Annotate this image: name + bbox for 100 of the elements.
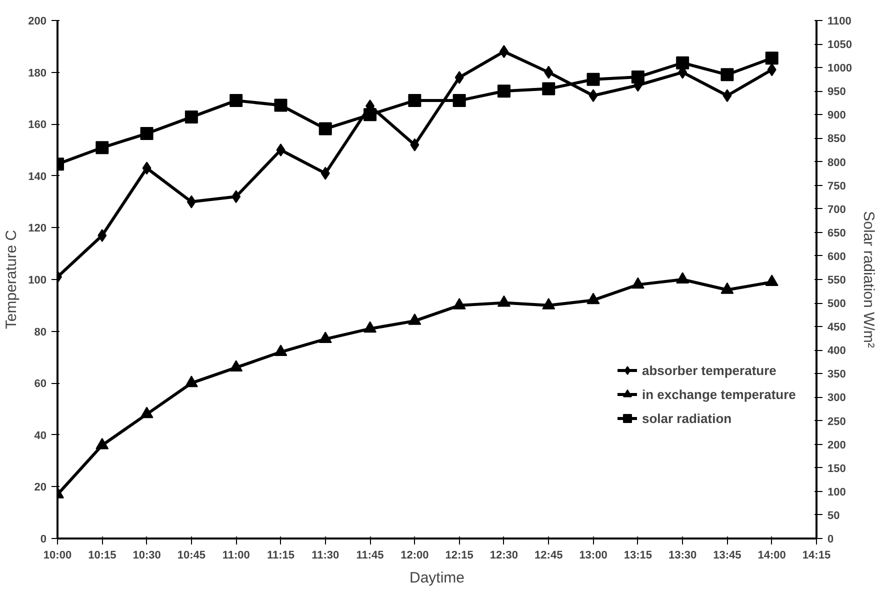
point [452, 298, 466, 310]
point [767, 63, 776, 76]
legend-label: solar radiation [642, 410, 732, 426]
x-tick-label: 14:00 [758, 550, 786, 562]
point [722, 89, 732, 102]
x-tick-label: 10:15 [88, 550, 116, 562]
y-axis-title: Temperature C [3, 230, 20, 330]
x-tick-label: 13:00 [579, 550, 608, 562]
x-tick-label: 12:15 [445, 550, 474, 562]
point [720, 68, 734, 82]
y2-tick-label: 1000 [828, 62, 852, 75]
point [499, 45, 508, 58]
point [410, 138, 420, 152]
y2-tick-label: 600 [828, 250, 846, 263]
x-tick-label: 11:15 [266, 550, 295, 562]
point [364, 108, 377, 122]
y2-tick-label: 1050 [828, 39, 852, 52]
point [452, 94, 466, 108]
point [408, 94, 422, 108]
x-tick-label: 13:15 [624, 550, 652, 562]
point [765, 52, 778, 65]
y2-tick-label: 150 [828, 462, 846, 475]
y2-tick-label: 1100 [828, 16, 852, 28]
point [765, 274, 778, 286]
x-tick-label: 11:45 [356, 550, 384, 562]
point [98, 228, 107, 242]
y-tick-label: 200 [28, 16, 47, 28]
y-tick-label: 80 [34, 326, 47, 338]
point [586, 292, 600, 304]
point [274, 98, 288, 112]
point [542, 82, 556, 96]
x-tick-label: 10:45 [177, 550, 206, 562]
point [497, 84, 510, 98]
point [142, 162, 152, 175]
y2-tick-label: 0 [828, 534, 834, 546]
point [586, 72, 600, 86]
y2-tick-label: 500 [828, 298, 846, 310]
point [274, 344, 288, 356]
y-tick-label: 160 [28, 119, 47, 132]
point [140, 127, 154, 140]
y2-tick-label: 450 [828, 322, 846, 334]
x-axis-title: Daytime [409, 570, 465, 586]
point [631, 70, 644, 84]
point [676, 56, 690, 70]
y2-tick-label: 900 [828, 110, 846, 122]
point [96, 438, 109, 450]
y-tick-label: 40 [34, 430, 47, 442]
y2-tick-label: 300 [828, 392, 846, 404]
point [96, 141, 109, 154]
x-tick-label: 12:00 [400, 550, 429, 562]
y2-axis-title: Solar radiation W/m² [860, 211, 877, 348]
point [230, 360, 243, 372]
y-tick-label: 140 [28, 170, 47, 183]
x-tick-label: 10:00 [43, 550, 72, 562]
point [232, 190, 241, 204]
point [230, 94, 243, 108]
x-tick-label: 10:30 [132, 550, 161, 562]
point [497, 295, 510, 307]
point [454, 70, 464, 84]
point [542, 298, 556, 310]
y2-tick-label: 700 [828, 204, 846, 216]
y-tick-label: 100 [28, 274, 47, 286]
y2-tick-label: 400 [828, 345, 846, 358]
x-tick-label: 12:45 [534, 550, 563, 562]
legend-label: absorber temperature [642, 362, 776, 378]
y2-tick-label: 950 [828, 86, 846, 98]
point [588, 89, 598, 102]
y-tick-label: 180 [28, 67, 47, 80]
x-tick-label: 11:00 [222, 550, 250, 562]
point [318, 332, 332, 344]
y-tick-label: 60 [34, 378, 47, 390]
point [544, 66, 554, 79]
y2-tick-label: 750 [828, 180, 846, 192]
y2-tick-label: 200 [828, 439, 846, 452]
point [320, 166, 330, 180]
x-tick-label: 13:45 [713, 550, 742, 562]
point [276, 144, 286, 156]
y2-tick-label: 800 [828, 156, 846, 169]
y2-tick-label: 100 [828, 486, 846, 498]
legend-label: in exchange temperature [642, 386, 796, 402]
point [186, 195, 196, 208]
point [720, 282, 734, 294]
point [408, 314, 422, 325]
y-tick-label: 120 [28, 222, 47, 235]
y2-tick-label: 250 [828, 416, 846, 428]
y2-tick-label: 50 [828, 510, 840, 522]
x-tick-label: 14:15 [802, 550, 831, 562]
y-tick-label: 0 [40, 534, 47, 546]
x-tick-label: 13:30 [668, 550, 697, 562]
y-tick-label: 20 [34, 482, 47, 494]
point [184, 376, 198, 388]
point [676, 272, 690, 284]
point [631, 277, 644, 289]
y2-tick-label: 850 [828, 133, 846, 146]
y2-tick-label: 550 [828, 274, 846, 286]
point [364, 321, 377, 333]
point [184, 110, 198, 124]
point [318, 122, 332, 136]
y2-tick-label: 650 [828, 227, 846, 240]
x-tick-label: 11:30 [312, 550, 340, 562]
